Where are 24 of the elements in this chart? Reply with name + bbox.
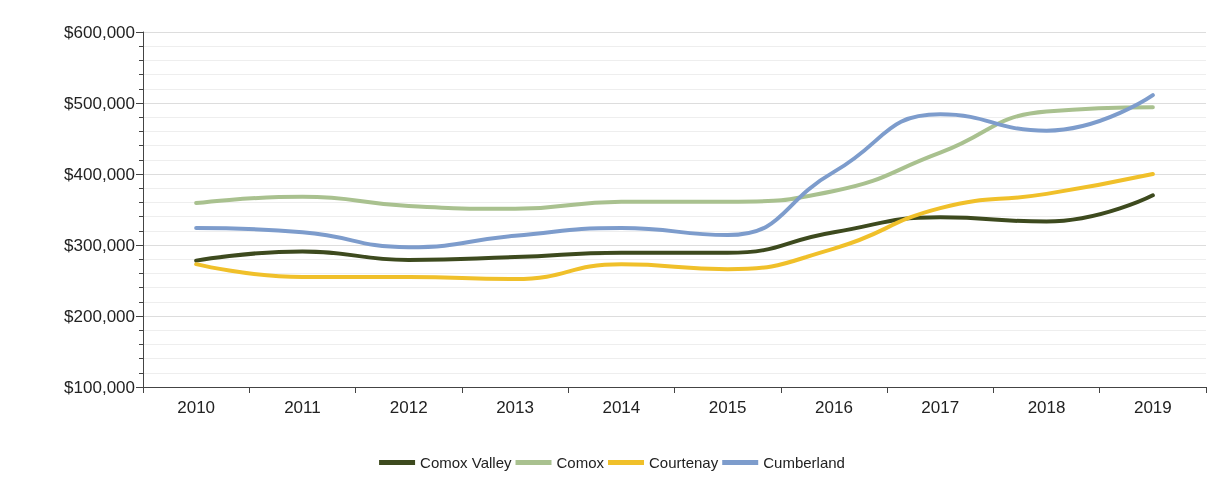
x-tick-label: 2010 xyxy=(177,398,216,417)
line-series xyxy=(194,105,1155,211)
legend-label: Comox Valley xyxy=(420,454,512,471)
line-series xyxy=(194,193,1155,263)
x-tick-label: 2011 xyxy=(284,398,321,417)
x-tick-label: 2014 xyxy=(602,398,641,417)
legend-label: Courtenay xyxy=(649,454,719,471)
y-tick-label: $600,000 xyxy=(64,22,135,42)
x-tick-label: 2015 xyxy=(708,398,747,417)
x-tick-label: 2013 xyxy=(496,398,534,417)
x-tick-label: 2019 xyxy=(1133,398,1172,417)
y-tick-label: $500,000 xyxy=(64,93,135,113)
y-tick-label: $400,000 xyxy=(64,164,135,184)
line-series xyxy=(194,93,1155,250)
x-tick-label: 2016 xyxy=(815,398,853,417)
legend-label: Comox xyxy=(556,454,605,471)
y-tick-label: $200,000 xyxy=(64,306,135,326)
y-tick-label: $100,000 xyxy=(64,377,135,397)
x-tick-label: 2017 xyxy=(921,398,960,417)
x-tick-label: 2012 xyxy=(389,398,428,417)
line-series xyxy=(194,172,1155,282)
y-tick-label: $300,000 xyxy=(64,235,135,255)
x-tick-label: 2018 xyxy=(1027,398,1066,417)
legend-label: Cumberland xyxy=(763,454,845,471)
